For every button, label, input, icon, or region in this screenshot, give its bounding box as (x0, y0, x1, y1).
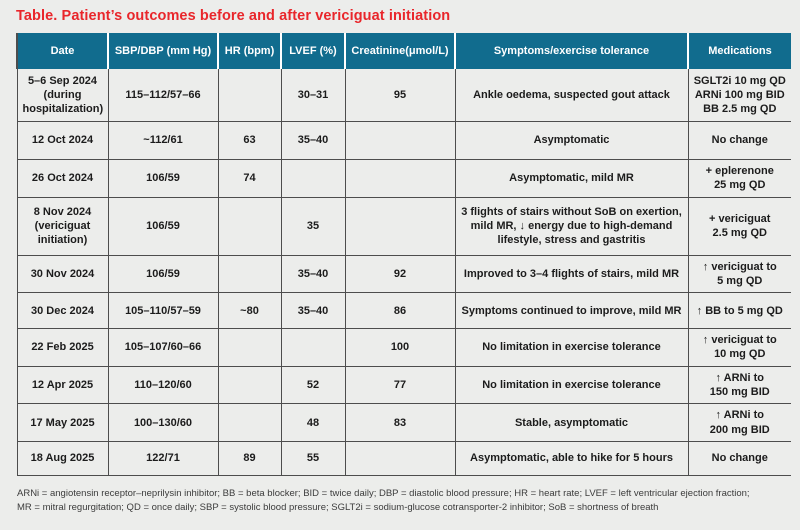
cell-medications: + vericiguat 2.5 mg QD (687, 197, 791, 256)
cell-sbp-dbp: ~112/61 (107, 121, 218, 160)
column-header-sbp-dbp: SBP/DBP (mm Hg) (107, 33, 218, 69)
table-row: 5–6 Sep 2024 (during hospitalization) 11… (16, 69, 791, 122)
cell-sbp-dbp: 115–112/57–66 (107, 69, 218, 122)
cell-symptoms: Asymptomatic (454, 121, 688, 160)
cell-date: 8 Nov 2024 (vericiguat initiation) (16, 197, 108, 256)
cell-date: 17 May 2025 (16, 403, 108, 442)
cell-hr (217, 403, 281, 442)
cell-hr (217, 366, 281, 405)
abbreviations-footnote: ARNi = angiotensin receptor–neprilysin i… (17, 488, 750, 514)
cell-creatinine (344, 159, 455, 198)
cell-sbp-dbp: 110–120/60 (107, 366, 218, 405)
table-row: 30 Nov 2024 106/59 35–40 92 Improved to … (16, 255, 791, 294)
cell-lvef: 30–31 (280, 69, 345, 122)
table-title: Table. Patient’s outcomes before and aft… (16, 8, 451, 24)
cell-creatinine: 83 (344, 403, 455, 442)
column-header-date: Date (16, 33, 108, 69)
cell-date: 12 Oct 2024 (16, 121, 108, 160)
column-header-medications: Medications (687, 33, 791, 69)
column-header-hr: HR (bpm) (217, 33, 281, 69)
cell-creatinine (344, 197, 455, 256)
cell-date: 26 Oct 2024 (16, 159, 108, 198)
cell-sbp-dbp: 100–130/60 (107, 403, 218, 442)
cell-creatinine: 86 (344, 292, 455, 330)
table-header-row: Date SBP/DBP (mm Hg) HR (bpm) LVEF (%) C… (16, 33, 791, 69)
cell-hr: 89 (217, 441, 281, 476)
cell-medications: ↑ ARNi to 200 mg BID (687, 403, 791, 442)
cell-date: 18 Aug 2025 (16, 441, 108, 476)
cell-creatinine: 77 (344, 366, 455, 405)
table-row: 8 Nov 2024 (vericiguat initiation) 106/5… (16, 197, 791, 256)
cell-symptoms: No limitation in exercise tolerance (454, 328, 688, 367)
cell-sbp-dbp: 105–110/57–59 (107, 292, 218, 330)
cell-sbp-dbp: 106/59 (107, 159, 218, 198)
table-row: 22 Feb 2025 105–107/60–66 100 No limitat… (16, 328, 791, 367)
cell-creatinine: 92 (344, 255, 455, 294)
cell-lvef (280, 159, 345, 198)
cell-creatinine: 95 (344, 69, 455, 122)
cell-lvef: 55 (280, 441, 345, 476)
cell-symptoms: 3 flights of stairs without SoB on exert… (454, 197, 688, 256)
cell-creatinine: 100 (344, 328, 455, 367)
table-row: 12 Oct 2024 ~112/61 63 35–40 Asymptomati… (16, 121, 791, 160)
table-row: 17 May 2025 100–130/60 48 83 Stable, asy… (16, 403, 791, 442)
cell-lvef: 48 (280, 403, 345, 442)
cell-medications: ↑ vericiguat to 10 mg QD (687, 328, 791, 367)
cell-hr (217, 197, 281, 256)
table-row: 18 Aug 2025 122/71 89 55 Asymptomatic, a… (16, 441, 791, 476)
cell-hr: ~80 (217, 292, 281, 330)
cell-sbp-dbp: 106/59 (107, 197, 218, 256)
cell-lvef (280, 328, 345, 367)
cell-symptoms: Asymptomatic, mild MR (454, 159, 688, 198)
cell-date: 22 Feb 2025 (16, 328, 108, 367)
cell-lvef: 35–40 (280, 121, 345, 160)
table-row: 26 Oct 2024 106/59 74 Asymptomatic, mild… (16, 159, 791, 198)
cell-symptoms: Ankle oedema, suspected gout attack (454, 69, 688, 122)
cell-symptoms: Improved to 3–4 flights of stairs, mild … (454, 255, 688, 294)
cell-creatinine (344, 441, 455, 476)
cell-medications: SGLT2i 10 mg QD ARNi 100 mg BID BB 2.5 m… (687, 69, 791, 122)
cell-lvef: 35–40 (280, 292, 345, 330)
cell-hr (217, 69, 281, 122)
cell-creatinine (344, 121, 455, 160)
cell-date: 30 Nov 2024 (16, 255, 108, 294)
cell-medications: No change (687, 441, 791, 476)
cell-date: 5–6 Sep 2024 (during hospitalization) (16, 69, 108, 122)
cell-sbp-dbp: 122/71 (107, 441, 218, 476)
column-header-creatinine: Creatinine(μmol/L) (344, 33, 455, 69)
cell-symptoms: Symptoms continued to improve, mild MR (454, 292, 688, 330)
table-row: 30 Dec 2024 105–110/57–59 ~80 35–40 86 S… (16, 292, 791, 330)
table-row: 12 Apr 2025 110–120/60 52 77 No limitati… (16, 366, 791, 405)
cell-symptoms: Asymptomatic, able to hike for 5 hours (454, 441, 688, 476)
cell-date: 30 Dec 2024 (16, 292, 108, 330)
column-header-symptoms: Symptoms/exercise tolerance (454, 33, 688, 69)
cell-hr (217, 328, 281, 367)
patient-outcomes-table: Date SBP/DBP (mm Hg) HR (bpm) LVEF (%) C… (16, 33, 791, 476)
cell-sbp-dbp: 106/59 (107, 255, 218, 294)
cell-hr (217, 255, 281, 294)
cell-sbp-dbp: 105–107/60–66 (107, 328, 218, 367)
cell-medications: + eplerenone 25 mg QD (687, 159, 791, 198)
cell-symptoms: Stable, asymptomatic (454, 403, 688, 442)
cell-lvef: 35 (280, 197, 345, 256)
cell-symptoms: No limitation in exercise tolerance (454, 366, 688, 405)
cell-lvef: 35–40 (280, 255, 345, 294)
column-header-lvef: LVEF (%) (280, 33, 345, 69)
cell-medications: ↑ vericiguat to 5 mg QD (687, 255, 791, 294)
cell-lvef: 52 (280, 366, 345, 405)
cell-medications: ↑ BB to 5 mg QD (687, 292, 791, 330)
cell-hr: 74 (217, 159, 281, 198)
cell-date: 12 Apr 2025 (16, 366, 108, 405)
cell-medications: ↑ ARNi to 150 mg BID (687, 366, 791, 405)
cell-medications: No change (687, 121, 791, 160)
cell-hr: 63 (217, 121, 281, 160)
